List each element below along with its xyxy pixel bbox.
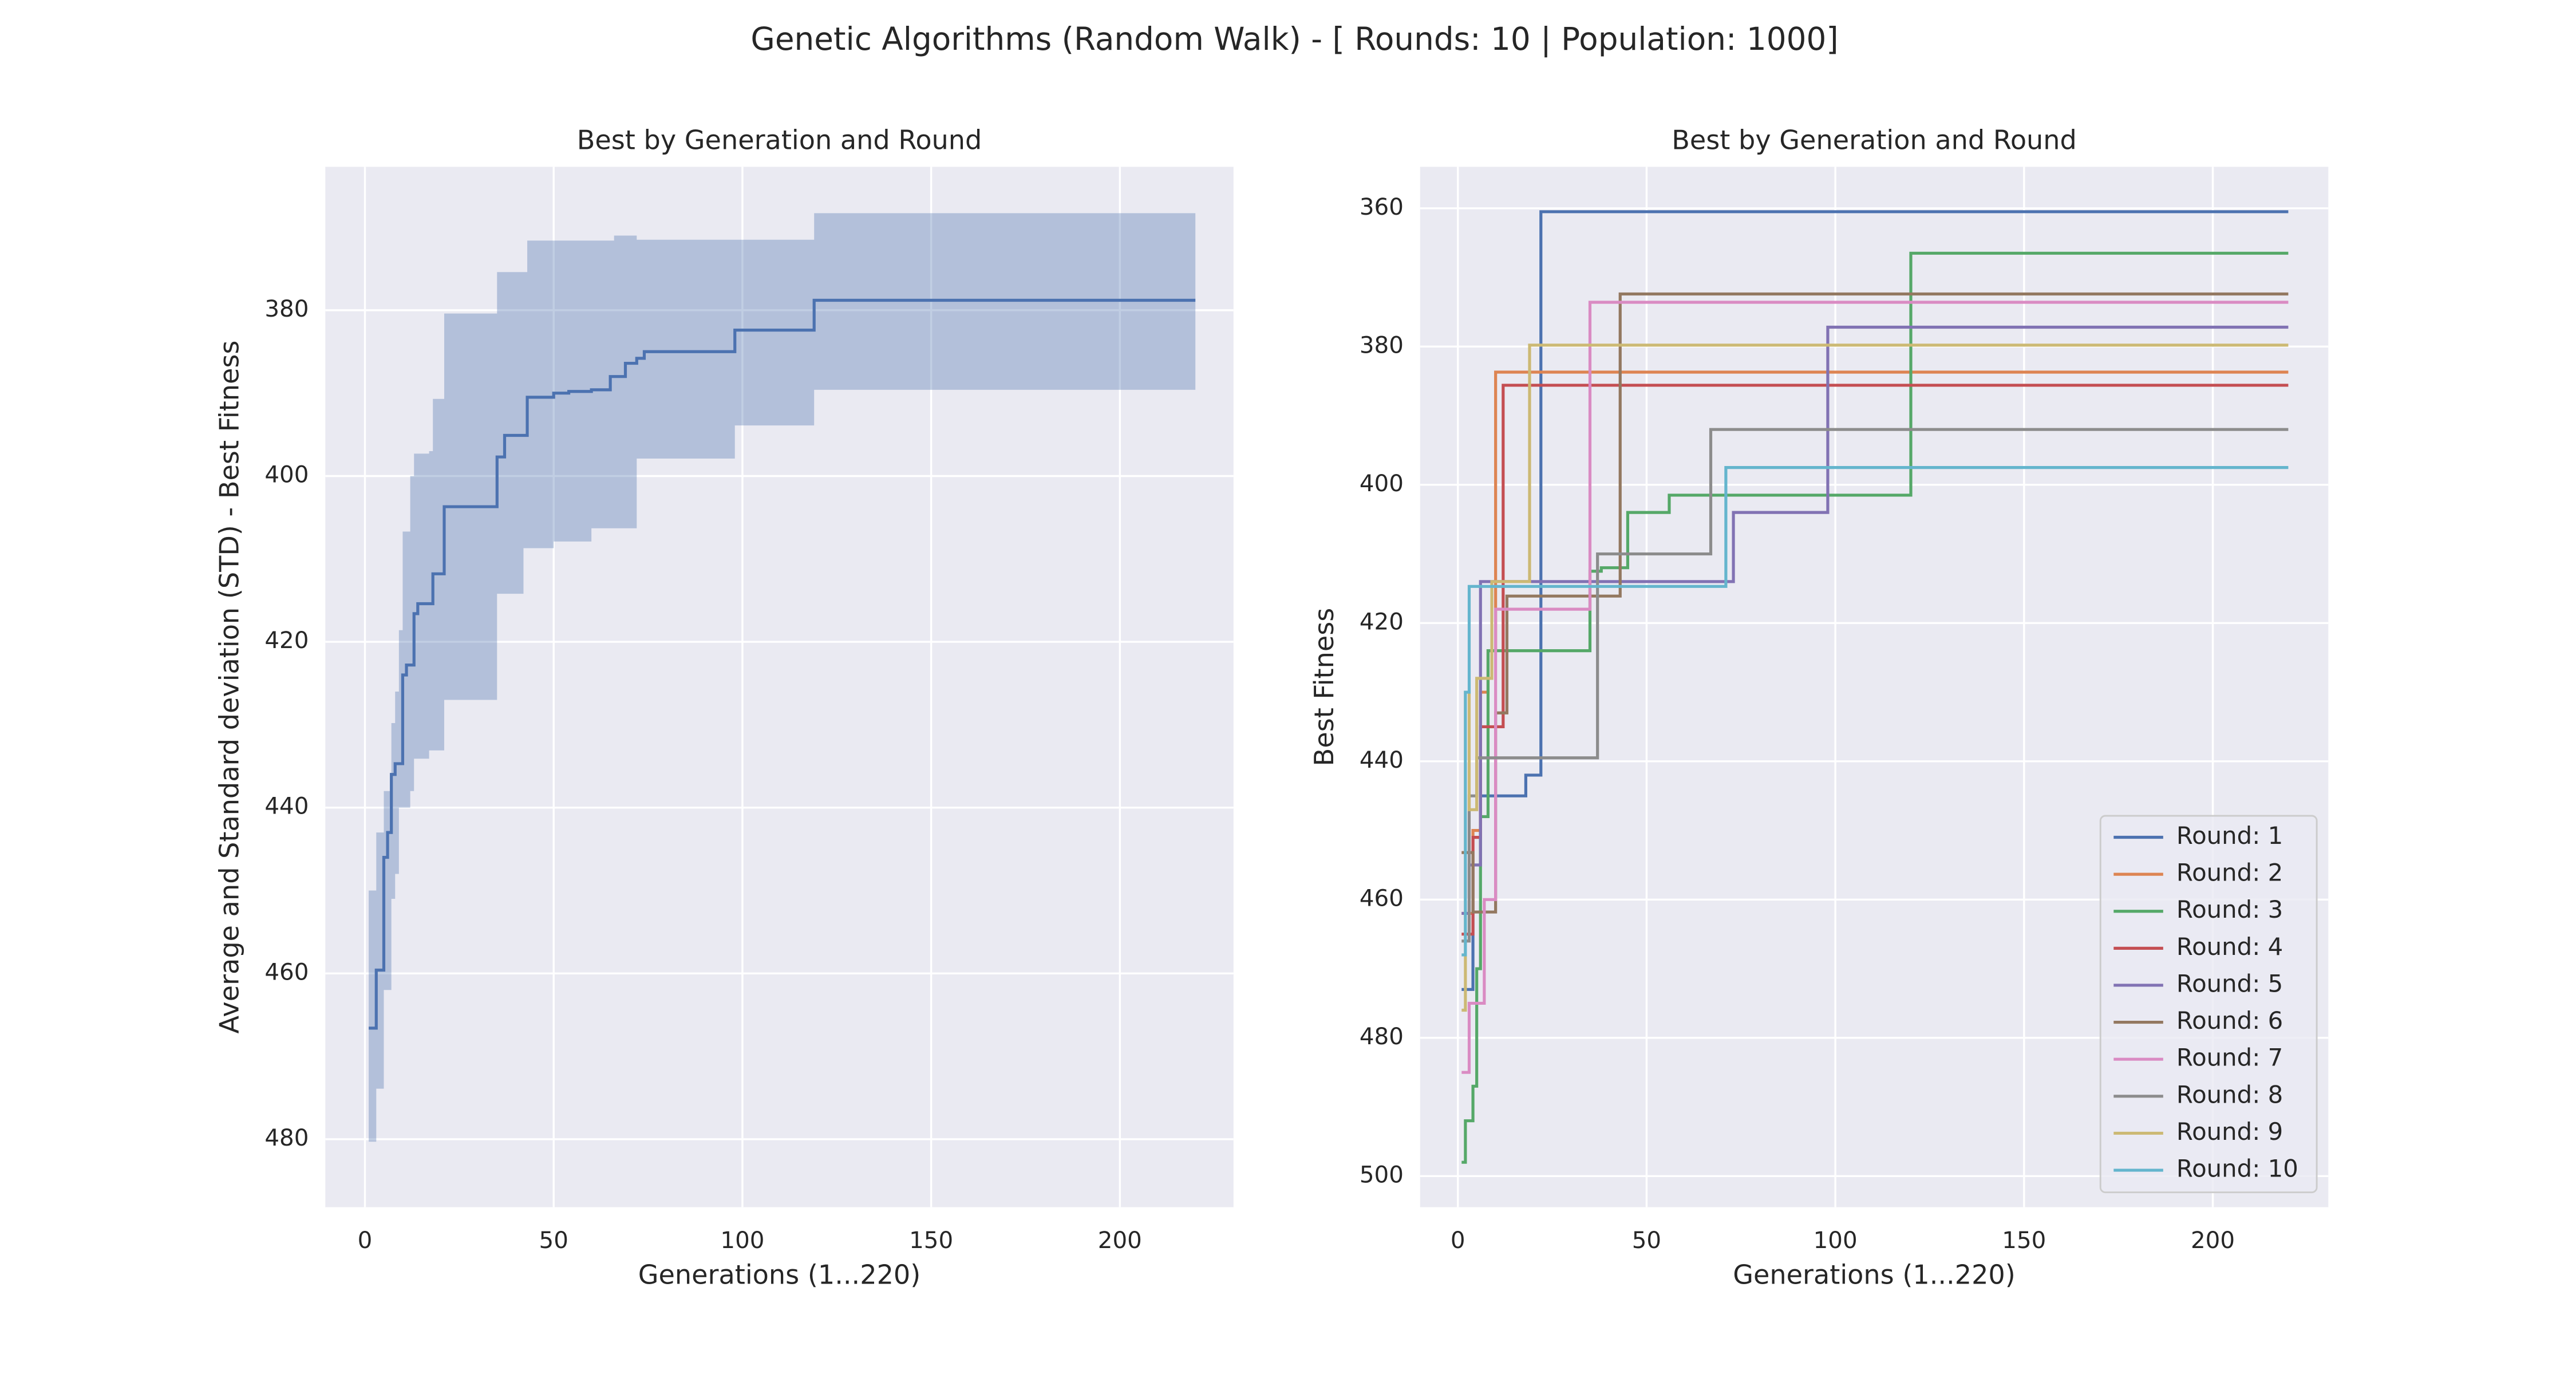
series-line [1461, 466, 2289, 957]
y-tick-label: 440 [264, 793, 309, 820]
y-axis-label: Best Fitness [1309, 608, 1340, 767]
x-tick-label: 50 [1632, 1227, 1661, 1254]
figure-title: Genetic Algorithms (Random Walk) - [ Rou… [750, 21, 1838, 58]
legend-label: Round: 5 [2176, 969, 2283, 997]
legend-label: Round: 6 [2176, 1006, 2283, 1035]
x-tick-label: 100 [720, 1227, 764, 1254]
legend-label: Round: 4 [2176, 933, 2283, 961]
y-tick-label: 480 [264, 1124, 309, 1151]
y-tick-label: 480 [1360, 1023, 1404, 1050]
series-line [1461, 301, 2289, 1074]
x-tick-label: 100 [1814, 1227, 1858, 1254]
x-tick-label: 200 [2191, 1227, 2235, 1254]
series-line [369, 298, 1196, 1030]
y-tick-label: 380 [1360, 331, 1404, 358]
x-tick-label: 150 [2002, 1227, 2046, 1254]
subplot-title: Best by Generation and Round [577, 125, 982, 156]
subplot-title: Best by Generation and Round [1672, 125, 2077, 156]
x-tick-label: 0 [1451, 1227, 1465, 1254]
std-band [369, 213, 1196, 1142]
x-tick-label: 0 [358, 1227, 373, 1254]
series-line [1461, 251, 2289, 1164]
x-tick-label: 150 [909, 1227, 953, 1254]
x-axis-label: Generations (1...220) [1733, 1259, 2016, 1290]
y-tick-label: 360 [1360, 194, 1404, 220]
x-tick-label: 200 [1098, 1227, 1142, 1254]
legend-label: Round: 8 [2176, 1080, 2283, 1108]
x-axis-label: Generations (1...220) [638, 1259, 921, 1290]
legend-label: Round: 7 [2176, 1044, 2283, 1072]
x-tick-label: 50 [539, 1227, 568, 1254]
y-tick-label: 420 [1360, 608, 1404, 635]
legend-label: Round: 3 [2176, 895, 2283, 923]
y-tick-label: 500 [1360, 1161, 1404, 1188]
y-tick-label: 380 [264, 295, 309, 322]
y-tick-label: 400 [264, 461, 309, 488]
y-tick-label: 400 [1360, 470, 1404, 497]
legend-label: Round: 9 [2176, 1118, 2283, 1146]
y-tick-label: 440 [1360, 747, 1404, 773]
legend-label: Round: 1 [2176, 822, 2283, 850]
y-axis-label: Average and Standard deviation (STD) - B… [214, 341, 244, 1034]
legend-label: Round: 2 [2176, 859, 2283, 887]
y-tick-label: 460 [264, 958, 309, 985]
series-line [1461, 292, 2289, 914]
legend-label: Round: 10 [2176, 1155, 2298, 1183]
plot-area [325, 167, 1234, 1207]
series-line [1461, 428, 2289, 943]
y-tick-label: 460 [1360, 885, 1404, 911]
y-tick-label: 420 [264, 627, 309, 654]
